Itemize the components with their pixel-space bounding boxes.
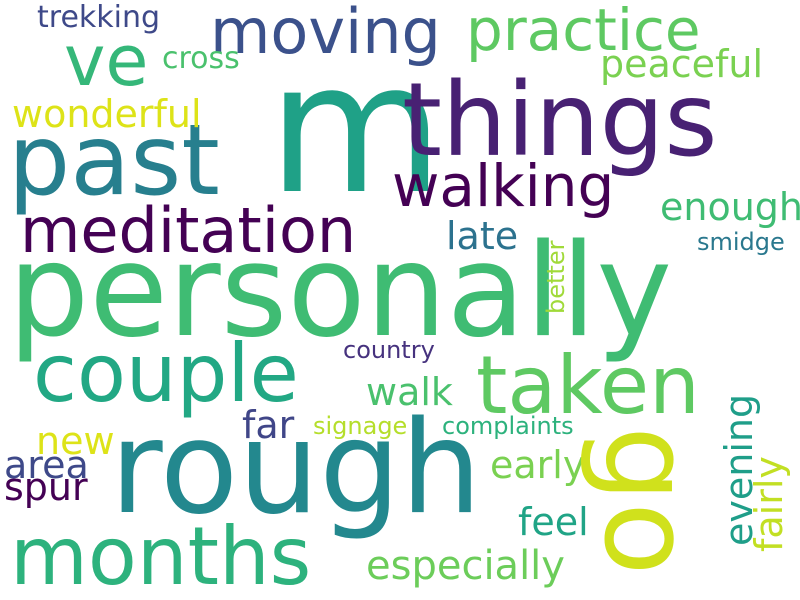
- word-wonderful: wonderful: [12, 92, 202, 136]
- word-rough: rough: [110, 394, 482, 543]
- word-late: late: [446, 214, 519, 258]
- word-cross: cross: [162, 41, 240, 76]
- word-better: better: [542, 240, 570, 314]
- word-complaints: complaints: [442, 412, 574, 440]
- word-personally: personally: [8, 217, 673, 366]
- word-moving: moving: [210, 0, 441, 68]
- word-early: early: [490, 443, 586, 487]
- word-far: far: [242, 403, 295, 447]
- word-area: area: [4, 443, 89, 487]
- word-practice: practice: [466, 0, 701, 64]
- word-couple: couple: [33, 327, 299, 420]
- word-walking: walking: [392, 152, 615, 220]
- word-peaceful: peaceful: [600, 42, 764, 86]
- word-spur: spur: [4, 465, 88, 509]
- word-m: m: [268, 25, 444, 234]
- word-feel: feel: [518, 500, 589, 544]
- word-months: months: [10, 510, 312, 600]
- word-walk: walk: [366, 370, 453, 414]
- word-country: country: [343, 336, 435, 364]
- word-new: new: [36, 419, 115, 463]
- word-ve: ve: [64, 20, 149, 102]
- word-especially: especially: [366, 543, 565, 589]
- word-taken: taken: [476, 339, 700, 432]
- word-smidge: smidge: [697, 228, 785, 256]
- word-meditation: meditation: [20, 194, 357, 267]
- word-go: go: [577, 426, 716, 576]
- word-signage: signage: [313, 412, 408, 440]
- word-past: past: [8, 104, 220, 218]
- word-trekking: trekking: [37, 0, 161, 35]
- word-fairly: fairly: [747, 456, 791, 552]
- word-enough: enough: [660, 185, 800, 229]
- word-things: things: [402, 61, 718, 180]
